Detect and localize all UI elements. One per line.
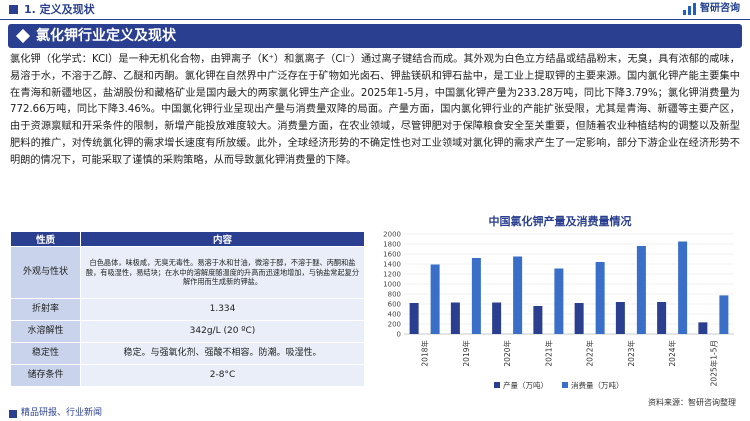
x-tick-label: 2019年 [461, 340, 471, 367]
y-tick-label: 1400 [383, 261, 401, 269]
properties-table: 性质 内容 外观与性状 白色晶体，味极咸，无臭无毒性。易溶于水和甘油，微溶于醇，… [10, 231, 365, 387]
bar-production [409, 303, 419, 334]
y-tick-label: 800 [388, 291, 401, 299]
y-tick-label: 1000 [383, 281, 401, 289]
y-tick-label: 2000 [383, 231, 401, 239]
table-header-row: 性质 内容 [10, 231, 365, 247]
table-cell-key: 水溶解性 [10, 320, 81, 343]
legend-label: 产量（万吨） [503, 380, 548, 390]
legend-label: 消费量（万吨） [571, 380, 624, 390]
bar-consumption [636, 246, 646, 334]
table-row: 折射率 1.334 [10, 298, 365, 321]
y-tick-label: 1800 [383, 241, 401, 249]
bar-production [533, 306, 543, 334]
footer-text: 精品研报、行业新闻 [21, 408, 103, 418]
bar-consumption [554, 268, 564, 334]
table-row: 外观与性状 白色晶体，味极咸，无臭无毒性。易溶于水和甘油，微溶于醇，不溶于醚、丙… [10, 246, 365, 299]
table-row: 储存条件 2-8°C [10, 364, 365, 387]
section-title: 1. 定义及现状 [24, 3, 95, 16]
bar-consumption [430, 264, 440, 334]
bar-production [615, 302, 625, 334]
table-cell-value: 稳定。与强氧化剂、强酸不相容。防潮。吸湿性。 [80, 342, 365, 365]
x-tick-label: 2018年 [420, 340, 430, 367]
bar-consumption [678, 241, 688, 334]
table-header-property: 性质 [10, 231, 81, 247]
page-banner: 氯化钾行业定义及现状 [8, 24, 742, 48]
footer-marker-icon [9, 410, 17, 418]
bar-consumption [513, 256, 523, 334]
x-tick-label: 2021年 [543, 340, 553, 367]
diamond-icon [15, 28, 31, 44]
logo-bars-icon [683, 3, 697, 15]
top-bar: 1. 定义及现状 智研咨询 [0, 0, 750, 20]
legend-swatch [494, 382, 500, 388]
logo-text: 智研咨询 [700, 3, 740, 14]
bar-production [492, 302, 502, 334]
y-tick-label: 0 [397, 331, 401, 339]
x-tick-label: 2023年 [626, 340, 636, 367]
y-tick-label: 600 [388, 301, 401, 309]
legend-swatch [562, 382, 568, 388]
source-note: 资料来源：智研咨询整理 [648, 398, 736, 407]
bar-consumption [719, 295, 729, 334]
section-marker-icon [9, 5, 18, 14]
table-cell-value: 342g/L (20 ºC) [80, 320, 365, 343]
bar-consumption [595, 262, 605, 334]
intro-paragraph: 氯化钾（化学式：KCl）是一种无机化合物，由钾离子（K⁺）和氯离子（Cl⁻）通过… [10, 54, 740, 166]
bar-production [698, 322, 708, 334]
table-header-content: 内容 [80, 231, 365, 247]
table-row: 稳定性 稳定。与强氧化剂、强酸不相容。防潮。吸湿性。 [10, 342, 365, 365]
x-tick-label: 2022年 [585, 340, 595, 367]
table-cell-key: 折射率 [10, 298, 81, 321]
bar-production [450, 302, 460, 334]
x-tick-label: 2020年 [502, 340, 512, 367]
table-row: 水溶解性 342g/L (20 ºC) [10, 320, 365, 343]
x-tick-label: 2025年1-5月 [708, 340, 718, 386]
table-cell-value: 2-8°C [80, 364, 365, 387]
y-tick-label: 1600 [383, 251, 401, 259]
brand-logo: 智研咨询 [683, 3, 740, 15]
bar-consumption [471, 258, 481, 334]
x-tick-label: 2024年 [667, 340, 677, 367]
bar-production [574, 303, 584, 334]
table-cell-value: 白色晶体，味极咸，无臭无毒性。易溶于水和甘油，微溶于醇，不溶于醚、丙酮和盐酸，有… [80, 246, 365, 299]
chart-title: 中国氯化钾产量及消费量情况 [488, 215, 632, 228]
page-title: 氯化钾行业定义及现状 [36, 28, 176, 44]
y-tick-label: 400 [388, 311, 401, 319]
table-cell-key: 稳定性 [10, 342, 81, 365]
bar-chart: 0 200 400 600 800 1000 1200 1400 1600 1800 2000 201… [383, 231, 734, 390]
table-cell-key: 储存条件 [10, 364, 81, 387]
bar-production [657, 302, 667, 334]
y-tick-label: 1200 [383, 271, 401, 279]
footer: 精品研报、行业新闻 [0, 407, 750, 421]
table-cell-key: 外观与性状 [10, 246, 81, 299]
table-cell-value: 1.334 [80, 298, 365, 321]
y-tick-label: 200 [388, 321, 401, 329]
